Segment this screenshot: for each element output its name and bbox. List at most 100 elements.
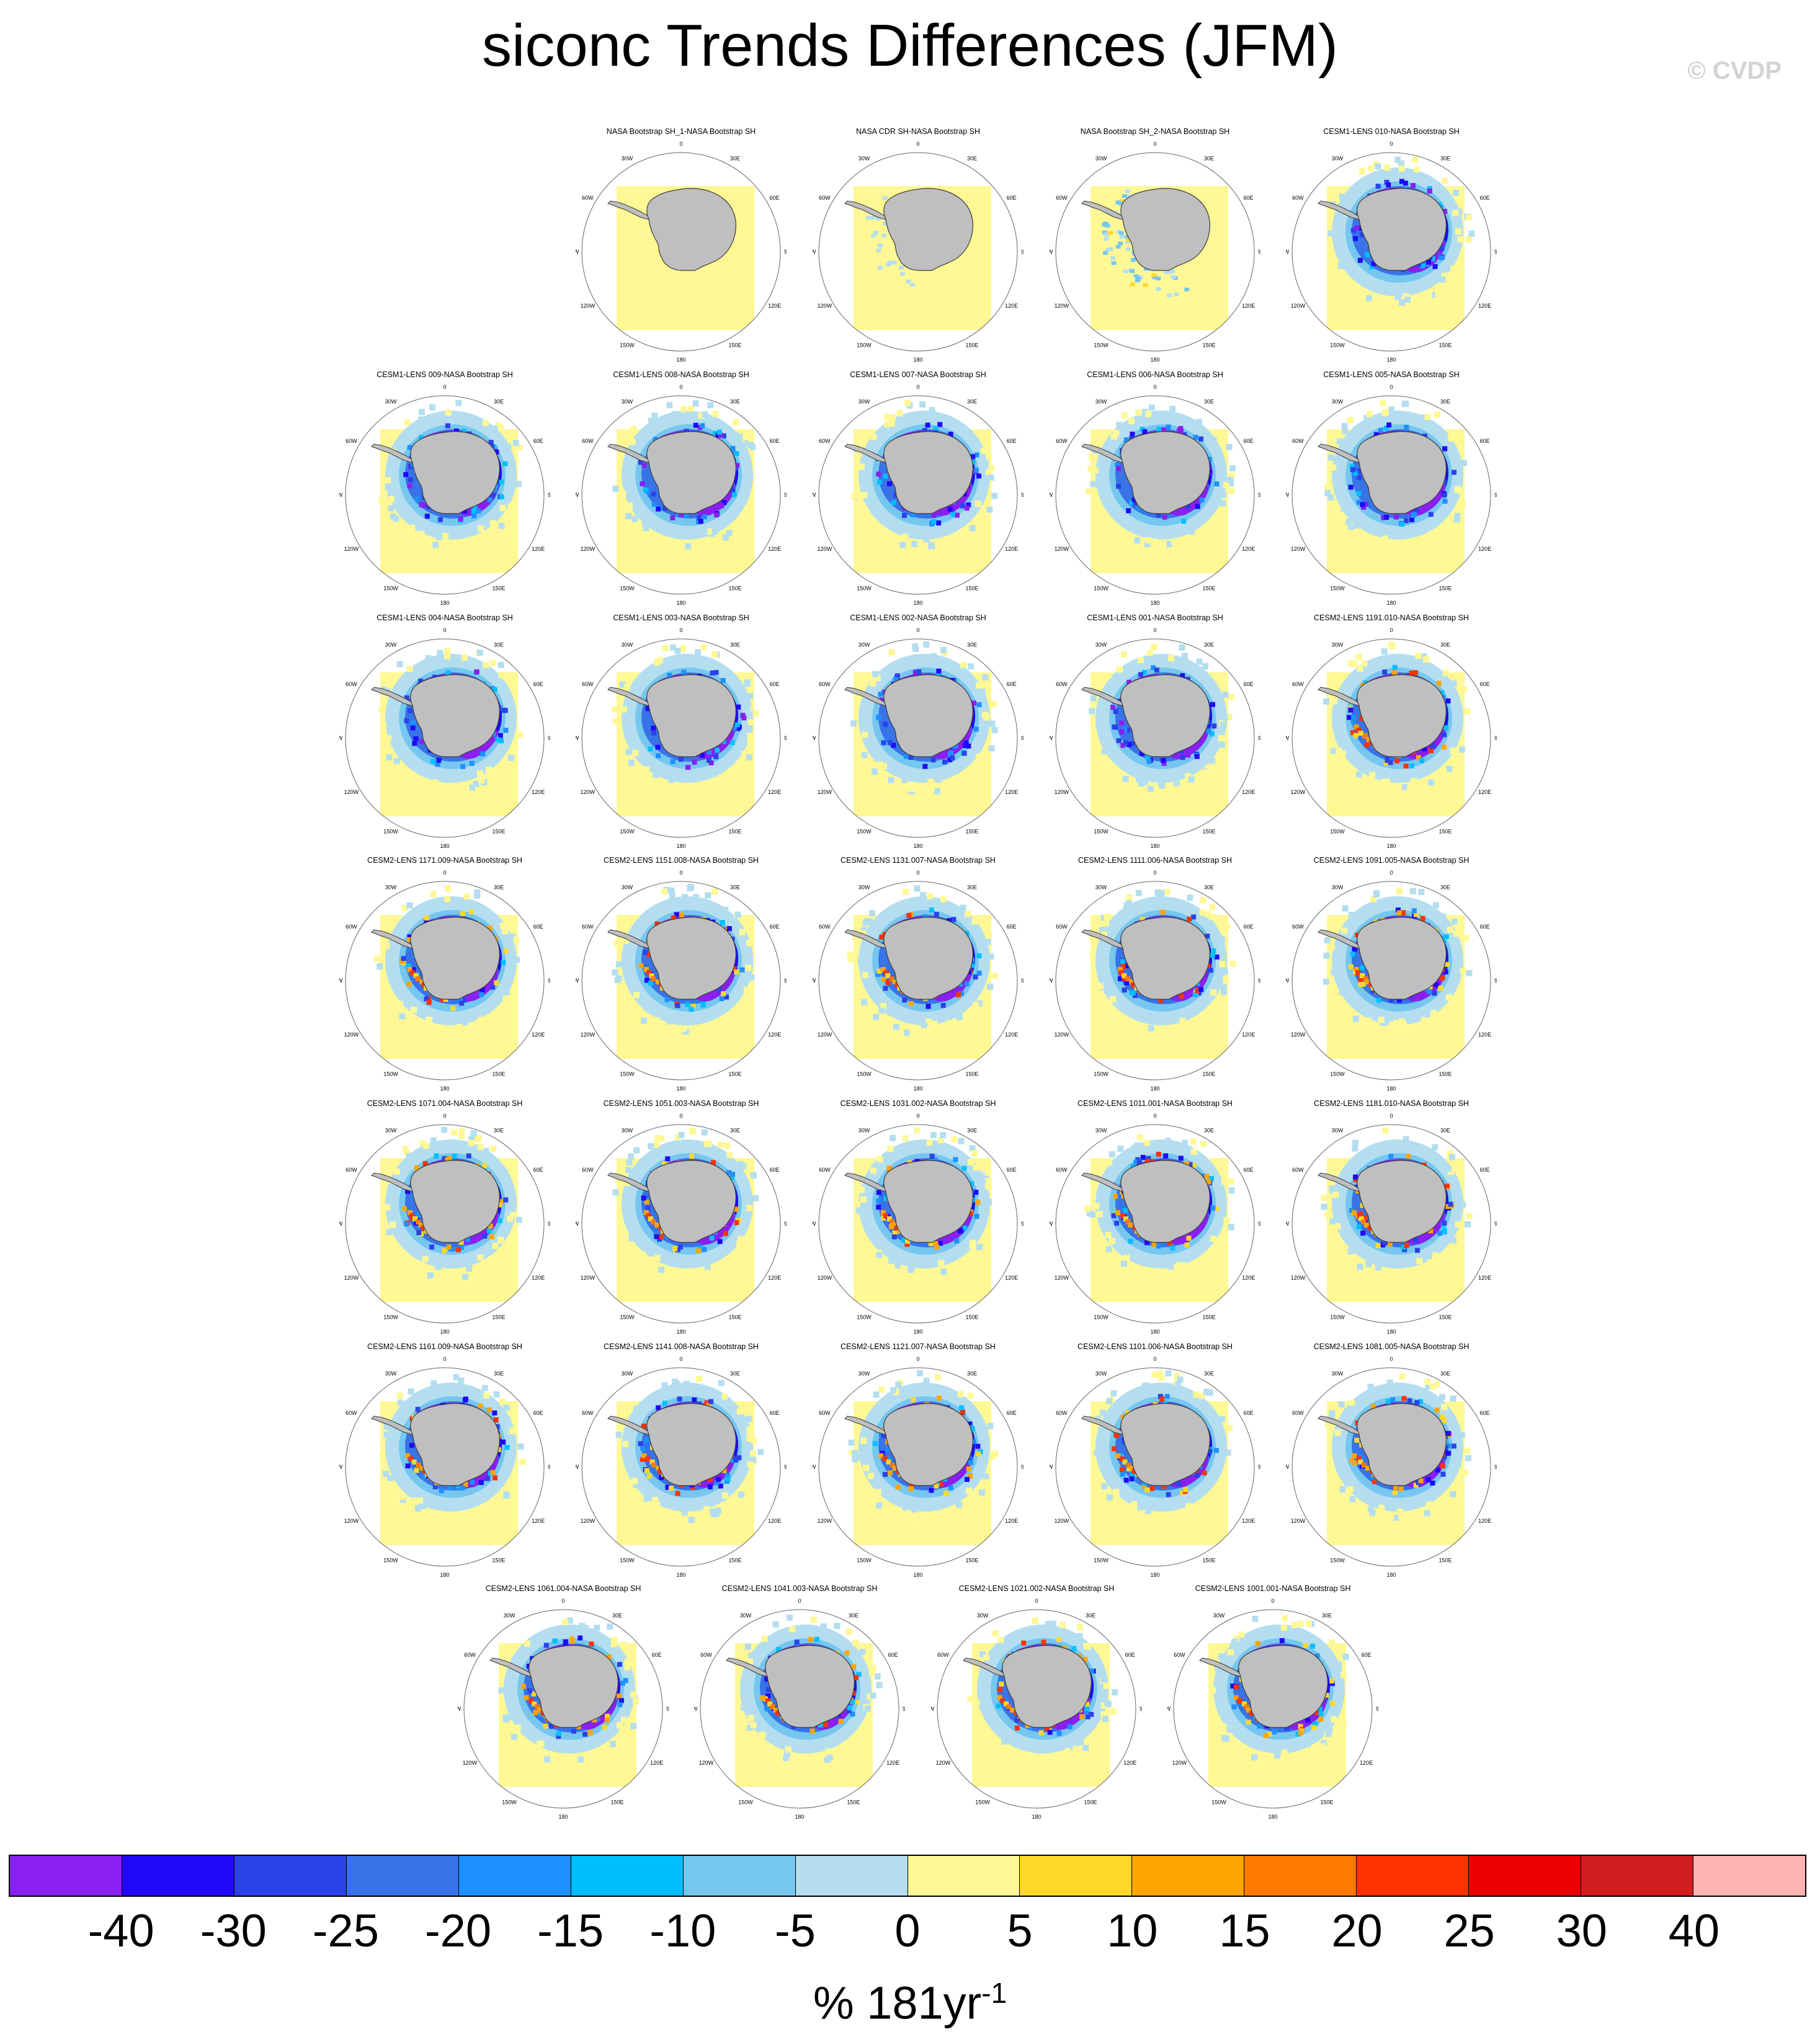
trend-cell	[1215, 1695, 1221, 1701]
trend-cell	[1295, 1731, 1301, 1737]
trend-cell	[1224, 1449, 1231, 1456]
trend-cell	[1163, 1153, 1169, 1159]
trend-cell	[937, 1137, 944, 1144]
trend-cell	[498, 1492, 505, 1499]
trend-cell	[847, 1705, 852, 1711]
map-panel: CESM2-LENS 1051.003-NASA Bootstrap SH 0 30…	[569, 1099, 793, 1342]
trend-cell	[979, 1469, 986, 1476]
trend-cell	[587, 1753, 594, 1760]
trend-cell	[437, 649, 444, 656]
trend-cell	[1411, 156, 1418, 163]
trend-cell	[487, 497, 493, 502]
trend-cell	[1179, 644, 1185, 651]
trend-cell	[1101, 1483, 1108, 1490]
trend-cell	[922, 428, 927, 434]
trend-cell	[1438, 986, 1443, 991]
trend-cell	[643, 766, 650, 773]
trend-cell	[1453, 930, 1460, 937]
trend-cell	[383, 942, 390, 948]
peninsula-landmass	[726, 1657, 768, 1677]
trend-cell	[1442, 1220, 1447, 1226]
trend-cell	[1443, 725, 1448, 731]
trend-cell	[1349, 773, 1355, 780]
longitude-label: 90E	[1494, 249, 1497, 255]
trend-cell	[418, 678, 424, 684]
trend-cell	[1209, 904, 1216, 911]
trend-cell	[910, 283, 916, 287]
trend-cell	[991, 973, 998, 979]
trend-cell	[1385, 757, 1390, 763]
trend-cell	[1131, 1501, 1138, 1508]
trend-cell	[1004, 1701, 1009, 1706]
trend-cell	[908, 785, 915, 792]
trend-cell	[1430, 744, 1436, 749]
longitude-label: 90E	[784, 249, 787, 255]
panel-title: CESM2-LENS 1171.009-NASA Bootstrap SH	[367, 856, 522, 865]
trend-cell	[631, 1478, 638, 1484]
trend-cell	[499, 479, 504, 485]
trend-cell	[985, 1198, 992, 1205]
trend-cell	[786, 1614, 793, 1621]
trend-cell	[386, 754, 393, 760]
trend-cell	[654, 1223, 660, 1228]
trend-cell	[987, 1423, 994, 1430]
trend-cell	[383, 1470, 390, 1477]
trend-cell	[1403, 1136, 1409, 1143]
trend-cell	[667, 672, 672, 678]
trend-cell	[1124, 963, 1130, 968]
trend-cell	[984, 1169, 991, 1176]
trend-cell	[487, 1407, 493, 1413]
trend-cell	[503, 1197, 509, 1203]
peninsula-landmass	[844, 200, 886, 220]
longitude-label: 30E	[967, 1370, 977, 1376]
longitude-label: 180	[913, 843, 922, 849]
trend-cell	[445, 885, 452, 892]
longitude-label: 30E	[1440, 398, 1450, 404]
trend-cell	[1200, 897, 1207, 904]
trend-cell	[1221, 1179, 1228, 1185]
trend-cell	[1380, 399, 1386, 406]
trend-cell	[707, 749, 712, 755]
trend-cell	[671, 915, 676, 920]
antarctica-landmass	[1357, 674, 1447, 757]
trend-cell	[617, 1662, 622, 1667]
longitude-label: 90E	[784, 978, 787, 984]
trend-cell	[997, 1687, 1002, 1692]
trend-cell	[1138, 672, 1143, 677]
trend-cell	[623, 1678, 628, 1683]
trend-cell	[570, 1746, 577, 1753]
trend-cell	[653, 437, 658, 442]
trend-cell	[1077, 1624, 1084, 1631]
polar-map: 030E60E90E120E150E180150W120W90W60W30W	[576, 1113, 787, 1335]
trend-cell	[928, 1241, 934, 1246]
trend-cell	[992, 1450, 999, 1457]
trend-cell	[644, 1437, 649, 1443]
trend-cell	[838, 1719, 844, 1724]
trend-cell	[503, 728, 509, 733]
trend-cell	[486, 767, 493, 773]
trend-cell	[471, 509, 476, 514]
panel-title: CESM1-LENS 002-NASA Bootstrap SH	[850, 613, 986, 622]
longitude-label: 120E	[886, 1760, 899, 1766]
trend-cell	[1326, 1462, 1332, 1469]
trend-cell	[1120, 1456, 1125, 1461]
trend-cell	[957, 1014, 963, 1021]
trend-cell	[1347, 1248, 1354, 1255]
trend-cell	[956, 992, 961, 997]
trend-cell	[1361, 1463, 1367, 1468]
trend-cell	[591, 1717, 597, 1723]
trend-cell	[710, 670, 715, 675]
trend-cell	[908, 1486, 914, 1492]
longitude-label: 150W	[738, 1799, 753, 1806]
longitude-label: 30W	[859, 1370, 870, 1376]
longitude-label: 0	[443, 1356, 446, 1362]
trend-cell	[1145, 537, 1152, 544]
trend-cell	[1241, 1701, 1247, 1706]
trend-cell	[1359, 232, 1365, 238]
trend-cell	[1158, 1375, 1165, 1381]
trend-cell	[808, 1637, 814, 1643]
trend-cell	[1105, 1246, 1112, 1252]
trend-cell	[1350, 228, 1356, 233]
trend-cell	[1366, 411, 1373, 417]
trend-cell	[1093, 1203, 1100, 1210]
